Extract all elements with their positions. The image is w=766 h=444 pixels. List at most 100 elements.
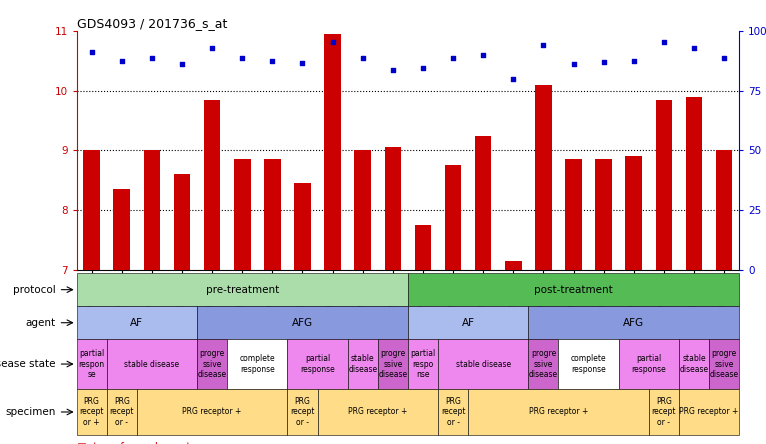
Bar	[106, 389, 137, 435]
Bar	[77, 339, 106, 389]
Bar	[143, 151, 160, 270]
Bar	[408, 273, 739, 306]
Bar	[468, 389, 649, 435]
Text: PRG
recept
or +: PRG recept or +	[80, 397, 104, 427]
Bar	[558, 339, 619, 389]
Text: stable disease: stable disease	[456, 360, 511, 369]
Point	[236, 54, 248, 61]
Text: PRG receptor +: PRG receptor +	[348, 408, 408, 416]
Text: PRG
recept
or -: PRG recept or -	[110, 397, 134, 427]
Text: partial
response: partial response	[631, 354, 666, 374]
Point	[176, 60, 188, 67]
Bar	[414, 225, 431, 270]
Point	[357, 54, 369, 61]
Text: protocol: protocol	[13, 285, 55, 295]
Bar	[505, 261, 522, 270]
Text: PRG receptor +: PRG receptor +	[529, 408, 588, 416]
Bar	[228, 339, 287, 389]
Bar	[649, 389, 679, 435]
Text: specimen: specimen	[5, 407, 55, 417]
Point	[507, 75, 519, 83]
Bar	[595, 159, 612, 270]
Bar	[113, 189, 130, 270]
Bar	[535, 85, 552, 270]
Bar	[264, 159, 280, 270]
Text: PRG
recept
or -: PRG recept or -	[652, 397, 676, 427]
Bar	[137, 389, 287, 435]
Bar	[324, 34, 341, 270]
Point	[417, 64, 429, 71]
Bar	[408, 339, 438, 389]
Text: AFG: AFG	[292, 318, 313, 328]
Text: agent: agent	[25, 318, 55, 328]
Bar	[385, 147, 401, 270]
Point	[627, 57, 640, 64]
Text: stable disease: stable disease	[124, 360, 179, 369]
Point	[537, 42, 549, 49]
Point	[568, 60, 580, 67]
Text: disease state: disease state	[0, 359, 55, 369]
Bar	[686, 97, 702, 270]
Bar	[204, 100, 221, 270]
Bar	[619, 339, 679, 389]
Bar	[174, 174, 190, 270]
Point	[597, 59, 610, 66]
Bar	[679, 389, 739, 435]
Text: PRG receptor +: PRG receptor +	[679, 408, 738, 416]
Bar	[378, 339, 408, 389]
Bar	[197, 339, 228, 389]
Bar	[529, 339, 558, 389]
Point	[477, 52, 489, 59]
Bar	[679, 339, 709, 389]
Point	[718, 54, 730, 61]
Text: partial
respon
se: partial respon se	[79, 349, 105, 379]
Bar	[83, 151, 100, 270]
Text: AFG: AFG	[624, 318, 644, 328]
Text: complete
response: complete response	[240, 354, 275, 374]
Point	[296, 59, 309, 66]
Bar	[348, 339, 378, 389]
Bar	[709, 339, 739, 389]
Bar	[318, 389, 438, 435]
Bar	[529, 306, 739, 339]
Text: PRG
recept
or -: PRG recept or -	[440, 397, 465, 427]
Point	[387, 66, 399, 73]
Bar	[565, 159, 582, 270]
Bar	[475, 135, 492, 270]
Text: PRG
recept
or -: PRG recept or -	[290, 397, 315, 427]
Text: AF: AF	[462, 318, 475, 328]
Text: stable
disease: stable disease	[349, 354, 378, 374]
Bar	[197, 306, 408, 339]
Bar	[234, 159, 250, 270]
Text: PRG receptor +: PRG receptor +	[182, 408, 242, 416]
Point	[447, 54, 459, 61]
Text: progre
ssive
disease: progre ssive disease	[709, 349, 738, 379]
Bar	[716, 151, 732, 270]
Bar	[355, 151, 371, 270]
Text: AF: AF	[130, 318, 143, 328]
Bar	[287, 339, 348, 389]
Bar	[77, 306, 197, 339]
Text: pre-treatment: pre-treatment	[205, 285, 279, 295]
Text: progre
ssive
disease: progre ssive disease	[198, 349, 227, 379]
Bar	[77, 389, 106, 435]
Bar	[287, 389, 318, 435]
Bar	[445, 165, 461, 270]
Text: partial
response: partial response	[300, 354, 335, 374]
Bar	[294, 183, 311, 270]
Text: partial
respo
nse: partial respo nse	[411, 349, 436, 379]
Text: post-treatment: post-treatment	[534, 285, 613, 295]
Point	[116, 57, 128, 64]
Point	[658, 38, 670, 45]
Point	[688, 44, 700, 52]
Bar	[438, 389, 468, 435]
Text: ■  transformed count: ■ transformed count	[77, 442, 190, 444]
Bar	[656, 100, 673, 270]
Point	[267, 57, 279, 64]
Text: GDS4093 / 201736_s_at: GDS4093 / 201736_s_at	[77, 17, 227, 30]
Bar	[438, 339, 529, 389]
Bar	[408, 306, 529, 339]
Text: complete
response: complete response	[571, 354, 607, 374]
Point	[86, 48, 98, 56]
Text: stable
disease: stable disease	[679, 354, 709, 374]
